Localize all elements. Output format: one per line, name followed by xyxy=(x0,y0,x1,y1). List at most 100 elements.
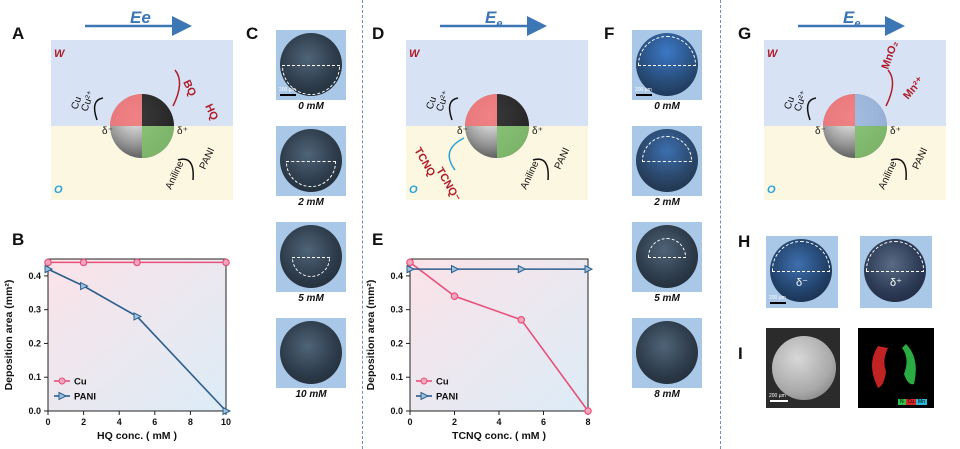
legend-n: N xyxy=(898,399,906,405)
series-line-pani xyxy=(47,268,227,412)
panel-d-schematic: Ee W O Cu²⁺ Cu TCNQ TCNQ⁻ δ⁻ δ⁺ PANI Ani… xyxy=(406,10,588,200)
x-tick-label: 2 xyxy=(452,417,457,427)
legend-marker xyxy=(420,391,430,401)
x-tick-label: 10 xyxy=(221,417,231,427)
concentration-label-f-3: 8 mM xyxy=(654,389,680,400)
y-tick-label: 0.0 xyxy=(390,406,403,416)
svg-text:W: W xyxy=(767,48,779,60)
y-tick-label: 0.2 xyxy=(390,338,403,348)
y-tick-label: 0.1 xyxy=(390,372,403,382)
water-label: W xyxy=(54,48,66,60)
concentration-label-c-1: 2 mM xyxy=(298,197,324,208)
panel-a-schematic: Ee W O Cu²⁺ Cu BQ HQ δ⁻ δ⁺ PANI Aniline xyxy=(51,10,233,200)
legend-mn: Mn xyxy=(916,399,927,405)
data-point-cu xyxy=(450,292,459,300)
x-tick-label: 6 xyxy=(541,417,546,427)
data-point-cu xyxy=(406,258,414,267)
micrograph-c-2 xyxy=(276,222,346,292)
h-delta-minus: δ⁻ xyxy=(796,277,808,289)
x-axis-label: TCNQ conc. ( mM ) xyxy=(452,430,546,442)
legend-label: PANI xyxy=(74,392,96,403)
y-tick-label: 0.3 xyxy=(28,305,41,315)
micrograph-c-0: 200 µm xyxy=(276,30,346,100)
y-tick-label: 0.4 xyxy=(390,271,403,281)
data-point-pani xyxy=(133,312,143,321)
cu-quadrant xyxy=(110,94,142,126)
legend-cu: Cu xyxy=(905,399,917,405)
y-axis-label: Deposition area (mm²) xyxy=(3,280,15,391)
panel-g-schematic: Ee W O Cu²⁺ Cu MnO₂ Mn²⁺ δ⁻ δ⁺ PANI Anil… xyxy=(764,10,946,200)
sem-image: 200 µm xyxy=(766,328,840,408)
panel-label-b: B xyxy=(12,230,25,249)
micrograph-f-0: 200 µm xyxy=(632,30,702,100)
data-point-pani xyxy=(80,281,89,291)
legend-marker xyxy=(58,377,66,385)
pani-quadrant xyxy=(142,126,174,158)
eds-map: N Cu Mn xyxy=(858,328,934,408)
data-point-cu xyxy=(79,258,88,267)
svg-text:δ⁺: δ⁺ xyxy=(532,126,543,137)
data-point-pani xyxy=(222,406,232,416)
h-delta-plus: δ⁺ xyxy=(890,277,902,289)
x-tick-label: 8 xyxy=(585,417,590,427)
y-tick-label: 0.3 xyxy=(390,305,403,315)
svg-text:O: O xyxy=(409,184,418,196)
data-point-cu xyxy=(517,316,526,324)
x-axis-label: HQ conc. ( mM ) xyxy=(97,430,177,442)
legend-label: Cu xyxy=(74,377,87,388)
panel-label-a: A xyxy=(12,24,25,43)
y-tick-label: 0.2 xyxy=(28,338,41,348)
plot-area xyxy=(47,258,227,412)
chart-b: 0.0 0.1 0.2 0.3 0.4 0 2 4 6 8 10 HQ conc. ( mM ) Dep… xyxy=(3,258,232,442)
series-line-cu xyxy=(409,261,589,412)
scale-bar-label: 200 µm xyxy=(279,87,296,93)
concentration-label-f-0: 0 mM xyxy=(654,101,680,112)
data-point-pani xyxy=(517,264,527,274)
y-tick-label: 0.4 xyxy=(28,271,41,281)
data-point-pani xyxy=(451,264,460,274)
concentration-label-c-3: 10 mM xyxy=(295,389,327,400)
micrograph-h-right: δ⁺ xyxy=(860,236,932,308)
svg-text:δ⁺: δ⁺ xyxy=(890,126,901,137)
data-point-pani xyxy=(584,264,594,274)
legend-label: Cu xyxy=(436,377,449,388)
data-point-cu xyxy=(44,258,52,267)
panel-label-h: H xyxy=(738,232,751,251)
micrograph-c-3 xyxy=(276,318,346,388)
divider-left xyxy=(362,0,363,449)
micrograph-f-2 xyxy=(632,222,702,292)
panel-label-d: D xyxy=(372,24,385,43)
micrograph-h-left: δ⁻ 200 µm xyxy=(766,236,838,308)
panel-label-e: E xyxy=(372,230,384,249)
svg-text:W: W xyxy=(409,48,421,60)
y-axis-label: Deposition area (mm²) xyxy=(365,280,377,391)
micrograph-c-1 xyxy=(276,126,346,196)
concentration-label-c-2: 5 mM xyxy=(298,293,324,304)
y-tick-label: 0.0 xyxy=(28,406,41,416)
svg-text:Cu: Cu xyxy=(782,95,797,111)
x-tick-label: 2 xyxy=(81,417,86,427)
oil-label: O xyxy=(54,184,63,196)
data-point-pani xyxy=(44,264,54,274)
svg-text:δ⁻: δ⁻ xyxy=(102,126,113,137)
micrograph-f-3 xyxy=(632,318,702,388)
x-tick-label: 4 xyxy=(496,417,501,427)
svg-text:O: O xyxy=(767,184,776,196)
field-label: Ee xyxy=(130,10,151,27)
panel-label-i: I xyxy=(738,344,743,363)
svg-text:δ⁻: δ⁻ xyxy=(457,126,468,137)
chart-e: 0.0 0.1 0.2 0.3 0.4 0 2 4 6 8 TCNQ conc. ( mM ) Dep… xyxy=(365,258,594,442)
concentration-label-f-1: 2 mM xyxy=(654,197,680,208)
x-tick-label: 4 xyxy=(117,417,122,427)
legend-marker xyxy=(420,377,428,385)
x-tick-label: 8 xyxy=(188,417,193,427)
svg-text:δ⁻: δ⁻ xyxy=(815,126,826,137)
concentration-label-c-0: 0 mM xyxy=(298,101,324,112)
x-tick-label: 6 xyxy=(152,417,157,427)
x-tick-label: 0 xyxy=(407,417,412,427)
svg-text:Cu: Cu xyxy=(69,95,84,111)
micrograph-f-1 xyxy=(632,126,702,196)
legend-label: PANI xyxy=(436,392,458,403)
panel-label-c: C xyxy=(246,24,259,43)
svg-text:δ⁺: δ⁺ xyxy=(177,126,188,137)
